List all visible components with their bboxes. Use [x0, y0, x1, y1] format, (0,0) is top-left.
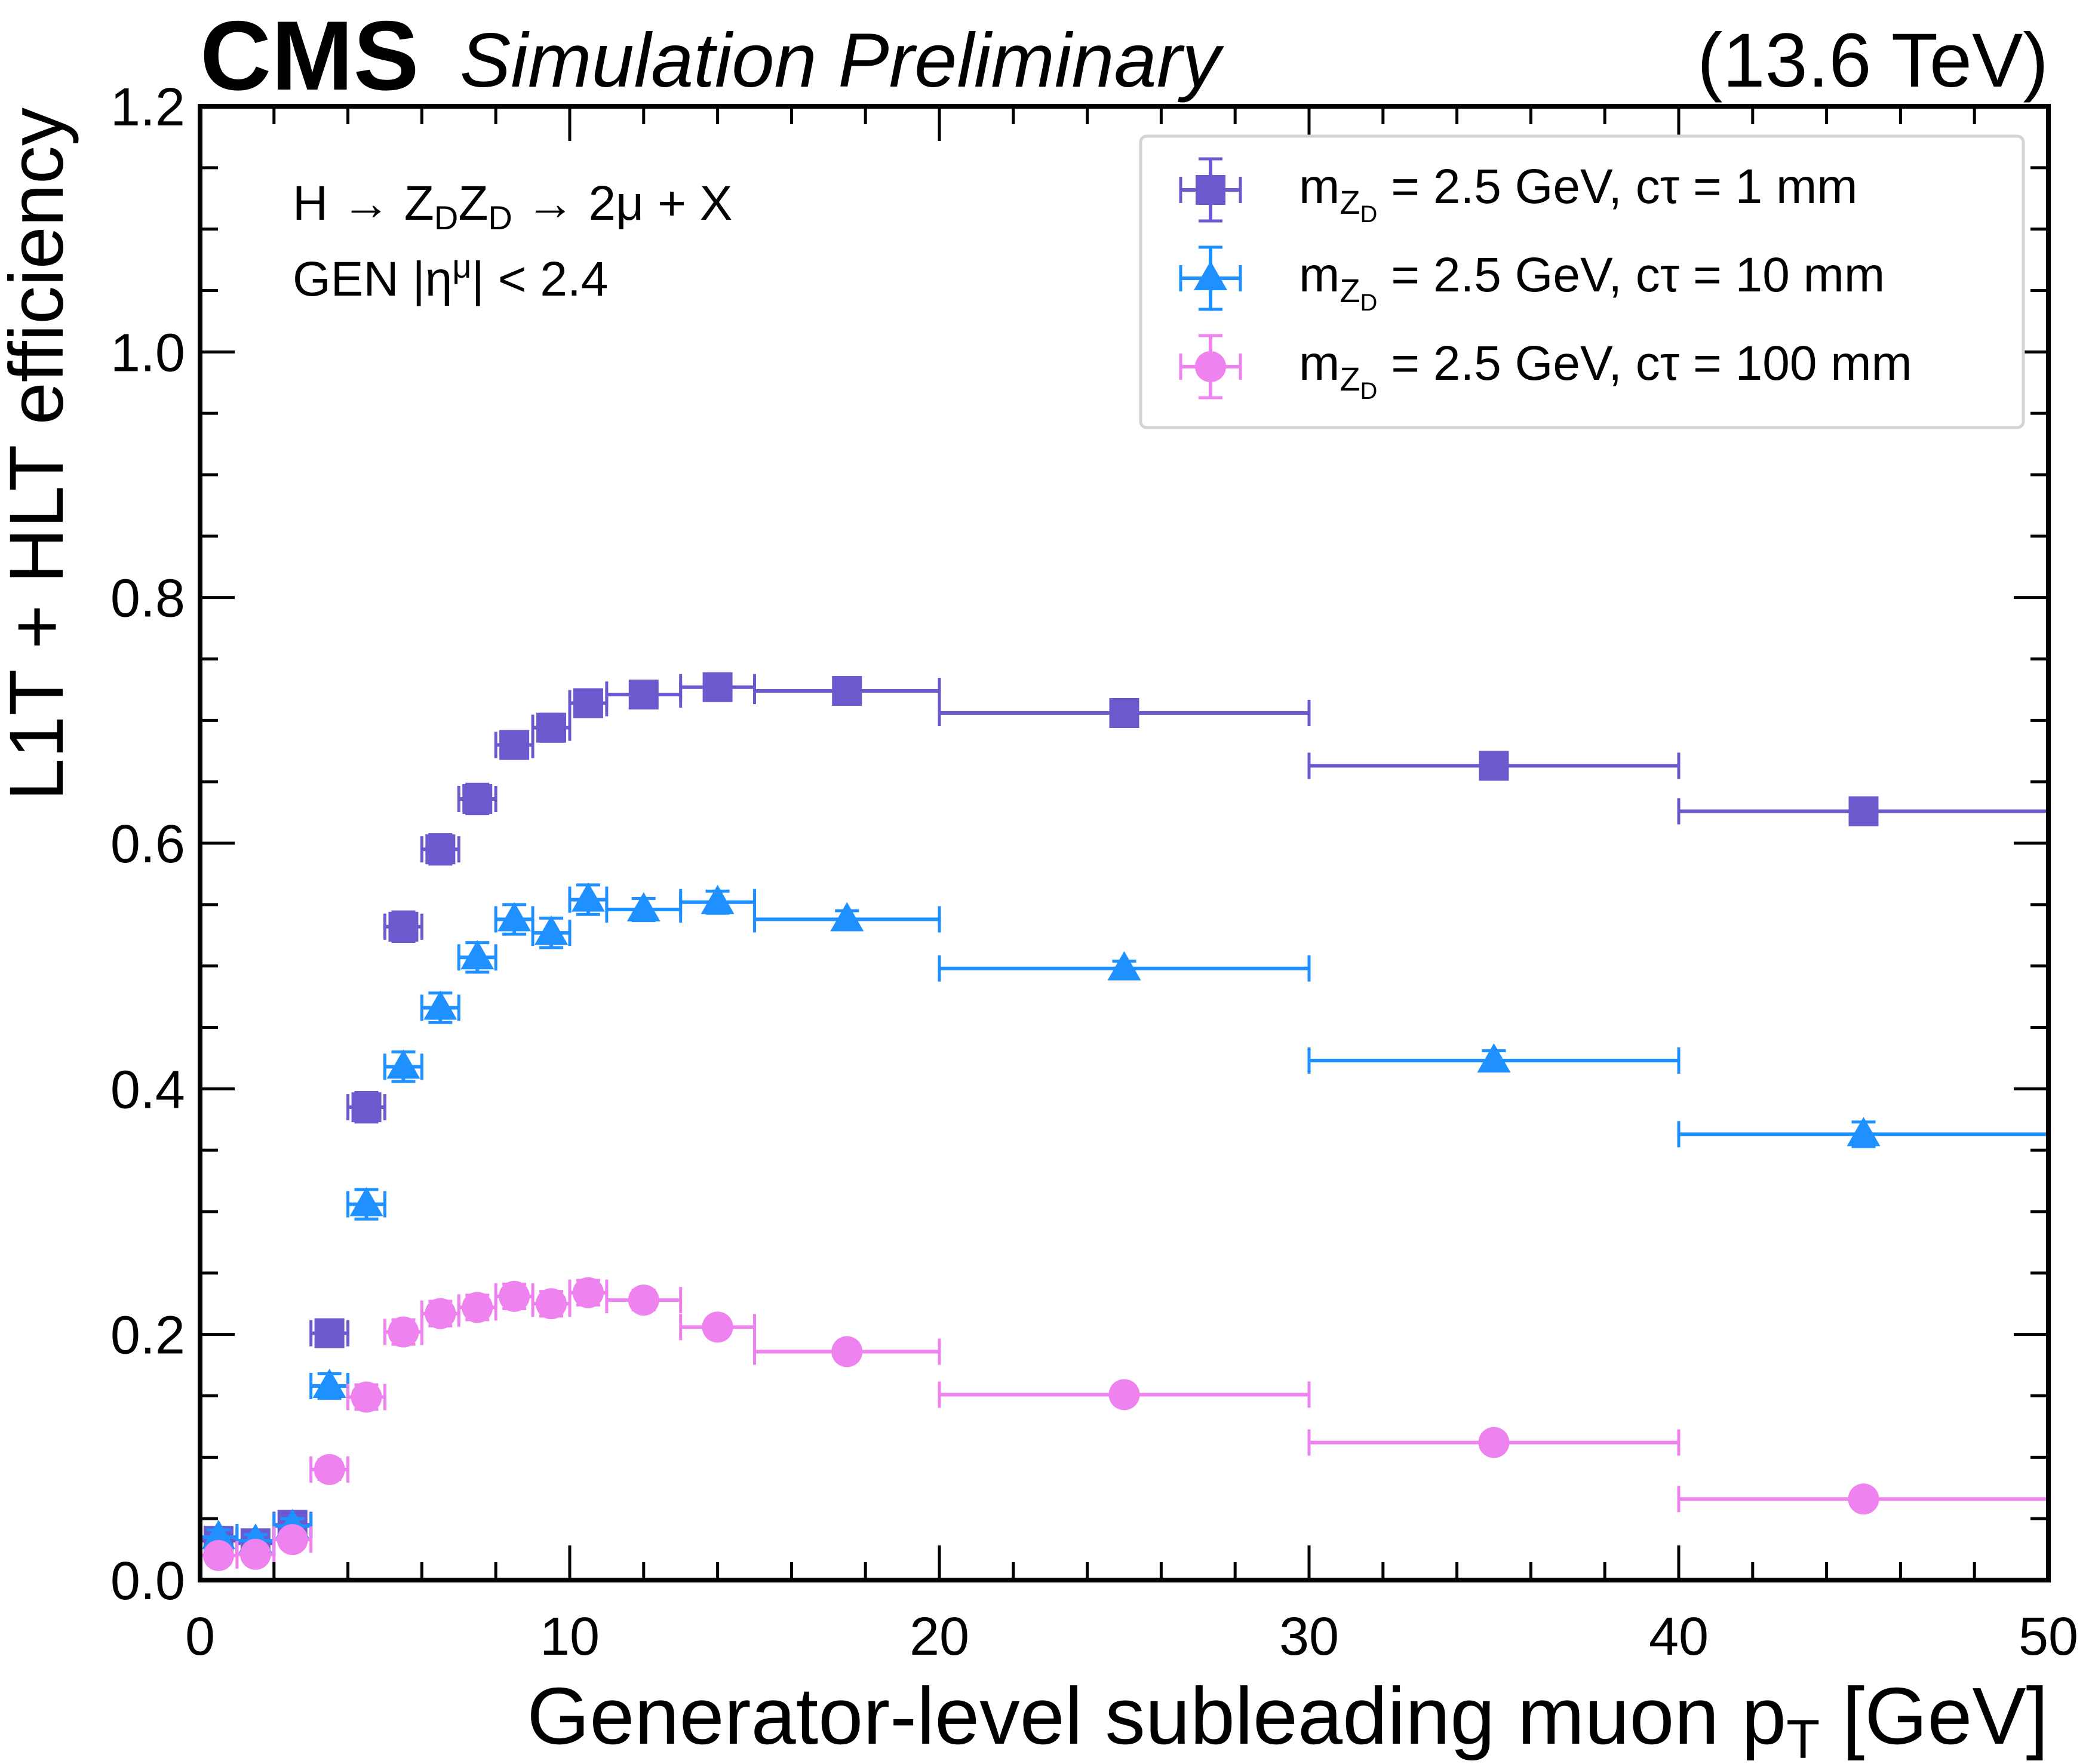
x-tick-label: 30 [1279, 1607, 1339, 1667]
data-point [1107, 951, 1141, 981]
data-point [239, 1538, 271, 1570]
process-annotation: H → ZDZD → 2μ + X [293, 176, 732, 236]
legend-marker-shape [1194, 261, 1227, 290]
cms-extra-text: Simulation Preliminary [460, 18, 1224, 103]
x-tick-label: 0 [185, 1607, 215, 1667]
data-point [497, 902, 532, 932]
legend-marker-ct100 [1179, 334, 1242, 399]
legend-box [1139, 134, 2025, 429]
data-point [1109, 697, 1139, 728]
ticks-layer: 0 10 20 30 40 50 0.0 0.2 0.4 0.6 0.8 1.0 1.2 [110, 78, 2078, 1667]
data-point [628, 1284, 659, 1316]
data-point [830, 902, 864, 932]
data-point [1478, 1427, 1510, 1458]
data-point [702, 672, 733, 702]
data-point [349, 1187, 383, 1216]
data-point [462, 1292, 493, 1323]
x-tick-label: 50 [2019, 1607, 2078, 1667]
legend-markers [1179, 157, 1242, 399]
data-point [314, 1453, 345, 1485]
y-tick-label: 0.2 [110, 1306, 185, 1366]
legend-marker-ct1 [1179, 157, 1242, 223]
data-point [702, 1311, 733, 1343]
data-point [202, 1539, 234, 1571]
data-point [499, 1280, 530, 1312]
series-ct100 [198, 1277, 2050, 1571]
data-point [534, 915, 569, 945]
y-tick-label: 0.0 [110, 1551, 185, 1611]
data-point [536, 712, 567, 743]
legend-label-ct1: mZD = 2.5 GeV, cτ = 1 mm [1299, 159, 1858, 228]
data-point [386, 1049, 420, 1079]
data-point [499, 730, 530, 760]
y-tick-label: 1.0 [110, 323, 185, 383]
legend-marker-ct10 [1179, 245, 1242, 311]
data-point [351, 1092, 382, 1123]
data-point [536, 1288, 567, 1320]
data-point [388, 911, 419, 942]
legend-marker-shape [1196, 175, 1225, 205]
y-tick-label: 0.8 [110, 569, 185, 629]
data-point [831, 1336, 863, 1367]
data-point [1848, 796, 1879, 826]
data-point [701, 884, 735, 914]
data-point [460, 940, 494, 970]
data-point [314, 1318, 345, 1348]
legend: mZD = 2.5 GeV, cτ = 1 mm mZD = 2.5 GeV, … [1139, 134, 2025, 429]
data-point [573, 688, 603, 718]
series-layer [198, 672, 2050, 1571]
series-ct10 [198, 882, 2050, 1554]
data-point [388, 1316, 419, 1348]
plot-frame [198, 104, 2051, 1582]
legend-marker-shape [1195, 351, 1226, 382]
legend-label-ct100: mZD = 2.5 GeV, cτ = 100 mm [1299, 336, 1912, 404]
selection-annotation: GEN |ημ| < 2.4 [293, 247, 608, 306]
data-point [425, 834, 456, 865]
data-point [1847, 1117, 1881, 1147]
y-tick-label: 0.6 [110, 815, 185, 874]
data-point [277, 1524, 308, 1556]
data-point [423, 990, 457, 1020]
legend-label-ct10: mZD = 2.5 GeV, cτ = 10 mm [1299, 248, 1885, 316]
y-axis-label: L1T + HLT efficiency [0, 107, 79, 801]
energy-label: (13.6 TeV) [1697, 18, 2048, 103]
data-point [201, 1520, 235, 1550]
x-tick-label: 40 [1649, 1607, 1709, 1667]
y-tick-label: 0.4 [110, 1060, 185, 1120]
data-point [1848, 1483, 1879, 1515]
data-point [462, 783, 493, 814]
x-axis-label: Generator-level subleading muon pT [GeV] [527, 1671, 2048, 1764]
data-point [628, 680, 659, 710]
series-ct1 [198, 672, 2050, 1559]
data-point [572, 1277, 604, 1308]
data-point [832, 675, 862, 706]
cms-logo: CMS [200, 1, 419, 110]
data-point [571, 882, 605, 912]
data-point [626, 892, 661, 922]
data-point [425, 1298, 456, 1329]
data-point [1477, 1043, 1511, 1073]
data-point [1479, 751, 1509, 781]
x-tick-label: 10 [540, 1607, 600, 1667]
data-point [351, 1381, 382, 1413]
y-tick-label: 1.2 [110, 78, 185, 137]
data-point [312, 1369, 346, 1399]
data-point [1108, 1379, 1140, 1410]
x-tick-label: 20 [910, 1607, 969, 1667]
